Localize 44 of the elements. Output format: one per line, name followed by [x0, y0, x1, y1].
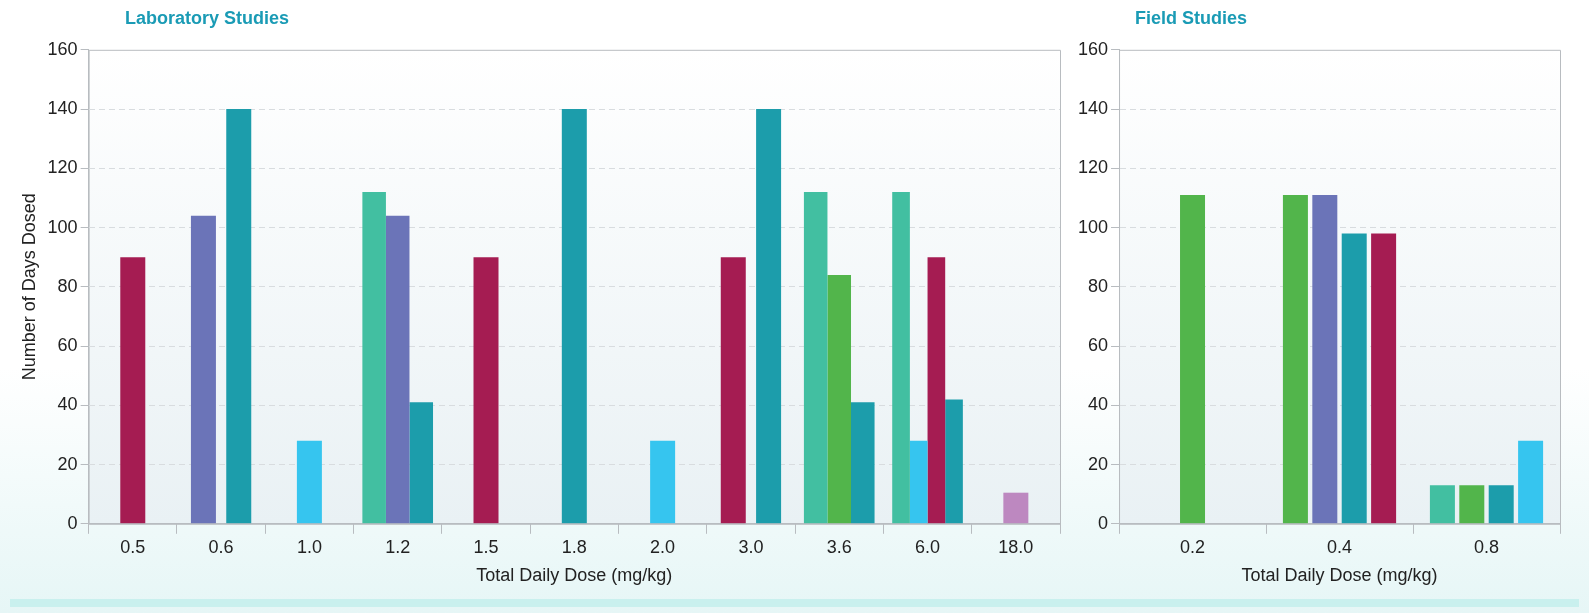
y-tick-label: 100	[47, 216, 78, 237]
y-tick-label: 60	[57, 335, 78, 356]
x-tick-label: 1.2	[385, 536, 411, 557]
x-axis-title: Total Daily Dose (mg/kg)	[1241, 565, 1438, 586]
y-tick-label: 160	[47, 38, 78, 59]
y-tick-label: 80	[57, 275, 78, 296]
bar	[1341, 233, 1367, 524]
x-tick-label: 6.0	[915, 536, 941, 557]
x-axis-title: Total Daily Dose (mg/kg)	[476, 565, 673, 586]
x-tick-label: 1.5	[473, 536, 499, 557]
y-tick-label: 120	[1077, 157, 1109, 178]
y-tick-label: 140	[1077, 98, 1109, 119]
bar	[1518, 440, 1544, 524]
x-tick-label: 1.0	[296, 536, 322, 557]
y-tick-label: 100	[1077, 216, 1109, 237]
x-tick-label: 18.0	[998, 536, 1034, 557]
y-tick-label: 160	[1077, 38, 1109, 59]
y-tick-label: 0	[1098, 512, 1109, 533]
chart-title: Laboratory Studies	[125, 8, 290, 29]
x-tick-label: 2.0	[650, 536, 676, 557]
y-tick-label: 140	[47, 98, 78, 119]
y-tick-label: 40	[1088, 394, 1109, 415]
x-tick-label: 0.2	[1180, 536, 1206, 557]
y-tick-label: 40	[57, 394, 78, 415]
x-tick-label: 0.6	[208, 536, 234, 557]
x-tick-label: 0.8	[1473, 536, 1500, 557]
bar	[1459, 485, 1485, 524]
y-tick-label: 0	[67, 512, 78, 533]
x-tick-label: 0.4	[1327, 536, 1353, 557]
y-axis-title: Number of Days Dosed	[18, 193, 39, 381]
x-tick-label: 1.8	[561, 536, 587, 557]
bar	[1488, 485, 1514, 524]
bar	[1312, 194, 1338, 524]
bar	[1371, 233, 1397, 524]
y-tick-label: 20	[1088, 453, 1109, 474]
y-tick-label: 80	[1088, 275, 1109, 296]
y-tick-label: 20	[57, 453, 78, 474]
y-tick-label: 120	[47, 157, 78, 178]
x-tick-label: 3.6	[826, 536, 852, 557]
y-tick-label: 60	[1088, 335, 1109, 356]
x-tick-label: 0.5	[120, 536, 146, 557]
chart-title: Field Studies	[1135, 8, 1248, 29]
bar	[1429, 485, 1455, 524]
x-tick-label: 3.0	[738, 536, 764, 557]
